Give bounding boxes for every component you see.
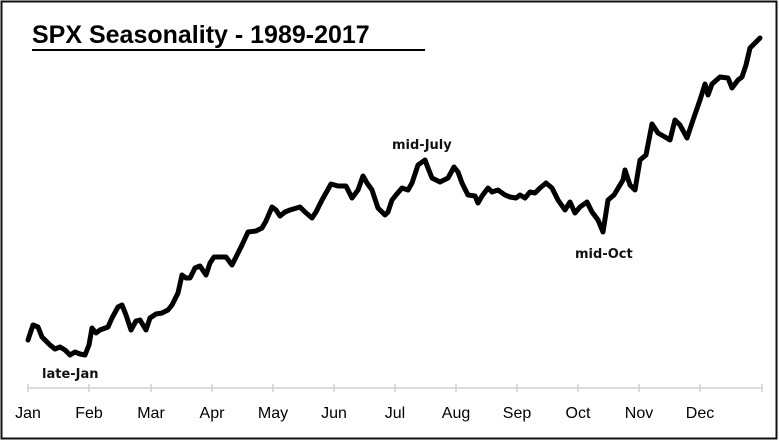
x-tick-label-feb: Feb: [75, 405, 103, 422]
x-tick-label-may: May: [258, 405, 288, 422]
x-tick-label-aug: Aug: [442, 405, 470, 422]
x-tick-label-jun: Jun: [321, 405, 347, 422]
x-tick-label-oct: Oct: [566, 405, 591, 422]
x-tick-label-mar: Mar: [137, 405, 165, 422]
annotation-mid-july: mid-July: [392, 138, 452, 153]
x-tick-label-jul: Jul: [385, 405, 405, 422]
x-tick-label-apr: Apr: [200, 405, 226, 422]
x-tick-label-dec: Dec: [686, 405, 714, 422]
x-tick-label-jan: Jan: [15, 405, 41, 422]
annotation-mid-oct: mid-Oct: [575, 247, 633, 262]
annotation-late-jan: late-Jan: [42, 367, 99, 382]
x-tick-label-sep: Sep: [503, 405, 532, 422]
x-tick-label-nov: Nov: [625, 405, 653, 422]
series-line: [25, 35, 763, 358]
chart-title: SPX Seasonality - 1989-2017: [32, 21, 370, 49]
